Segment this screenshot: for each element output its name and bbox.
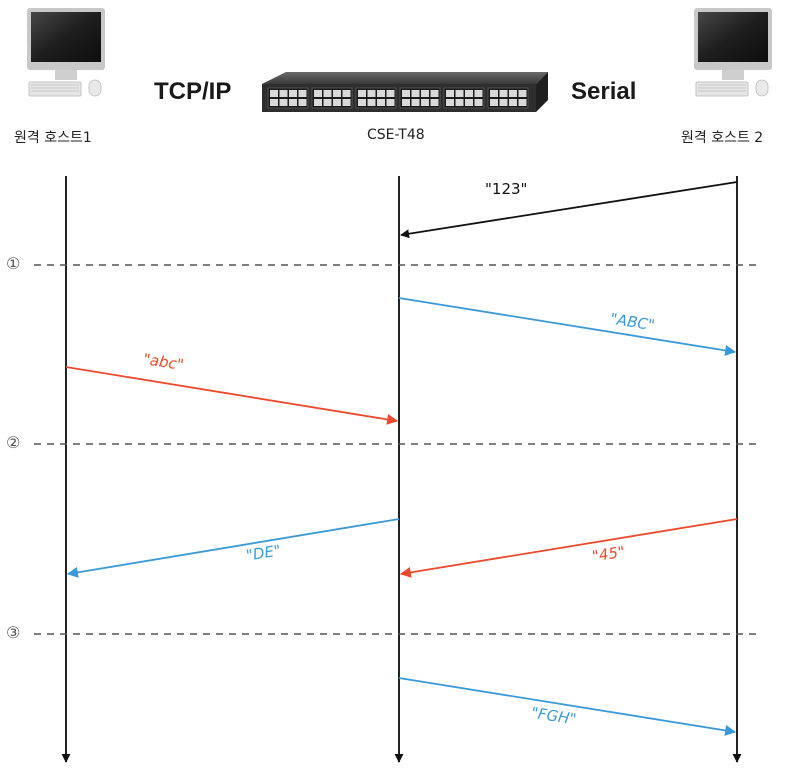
port [430, 90, 439, 97]
computer-icon-host1 [27, 8, 105, 97]
port [518, 90, 527, 97]
port [333, 90, 341, 97]
host2-label: 원격 호스트 2 [681, 130, 764, 146]
port [298, 90, 307, 97]
device-label: CSE-T48 [367, 127, 425, 143]
port [279, 90, 288, 97]
message-arrow-45 [399, 518, 738, 578]
phase-number-3: ③ [6, 623, 21, 642]
port [411, 99, 420, 106]
port [358, 90, 366, 97]
port [499, 90, 508, 97]
port [367, 90, 376, 97]
port [421, 99, 429, 106]
message-label-123: "123" [485, 180, 528, 198]
port [270, 90, 278, 97]
port [333, 99, 341, 106]
port [323, 99, 332, 106]
port [490, 90, 498, 97]
phase-number-1: ① [6, 254, 21, 273]
port [386, 99, 395, 106]
message-arrow-FGH [398, 677, 737, 736]
port [430, 99, 439, 106]
port [323, 90, 332, 97]
port [446, 99, 454, 106]
port [509, 99, 517, 106]
message-arrow-DE [66, 518, 400, 578]
port [377, 99, 385, 106]
phase-number-2: ② [6, 433, 21, 452]
port [386, 90, 395, 97]
port [402, 99, 410, 106]
port [455, 90, 464, 97]
port [518, 99, 527, 106]
message-arrow-abc [65, 366, 399, 425]
port [455, 99, 464, 106]
left-protocol-label: TCP/IP [154, 78, 232, 105]
port [474, 90, 483, 97]
port [377, 90, 385, 97]
port [490, 99, 498, 106]
port [411, 90, 420, 97]
message-arrow-ABC [398, 297, 737, 356]
port [446, 90, 454, 97]
port [289, 99, 297, 106]
switch-icon [262, 72, 548, 112]
computer-icon-host2 [694, 8, 772, 97]
port [465, 99, 473, 106]
message-arrow-123 [400, 181, 738, 239]
port [499, 99, 508, 106]
port [314, 90, 322, 97]
port [402, 90, 410, 97]
port [421, 90, 429, 97]
port [298, 99, 307, 106]
port [509, 90, 517, 97]
port [289, 90, 297, 97]
port [342, 99, 351, 106]
port [465, 90, 473, 97]
host1-label: 원격 호스트1 [14, 130, 92, 146]
port [279, 99, 288, 106]
port [270, 99, 278, 106]
port [342, 90, 351, 97]
port [474, 99, 483, 106]
port [367, 99, 376, 106]
port [358, 99, 366, 106]
right-protocol-label: Serial [571, 78, 637, 105]
port [314, 99, 322, 106]
